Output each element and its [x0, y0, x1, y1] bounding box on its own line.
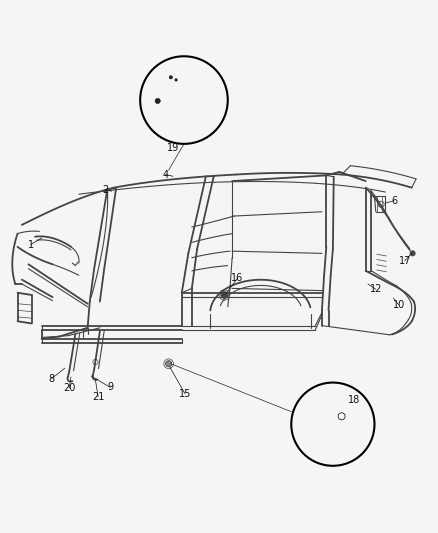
Circle shape — [155, 98, 160, 103]
Text: 18: 18 — [348, 395, 360, 405]
Text: 15: 15 — [179, 389, 191, 399]
Text: 1: 1 — [28, 240, 34, 249]
Text: 16: 16 — [231, 273, 244, 284]
Text: 17: 17 — [399, 256, 411, 266]
Circle shape — [140, 56, 228, 144]
Text: 21: 21 — [92, 392, 104, 401]
Circle shape — [221, 292, 228, 298]
Text: 9: 9 — [107, 382, 113, 392]
Text: 4: 4 — [162, 169, 169, 180]
Circle shape — [169, 76, 173, 79]
Text: 6: 6 — [391, 196, 397, 206]
Circle shape — [410, 251, 415, 256]
Text: 2: 2 — [102, 185, 108, 195]
Text: 20: 20 — [63, 383, 75, 393]
Circle shape — [175, 78, 177, 81]
Text: 12: 12 — [370, 284, 382, 294]
Circle shape — [166, 361, 172, 367]
Text: 8: 8 — [49, 374, 55, 384]
Circle shape — [291, 383, 374, 466]
Text: 19: 19 — [167, 143, 179, 154]
Text: 10: 10 — [392, 300, 405, 310]
